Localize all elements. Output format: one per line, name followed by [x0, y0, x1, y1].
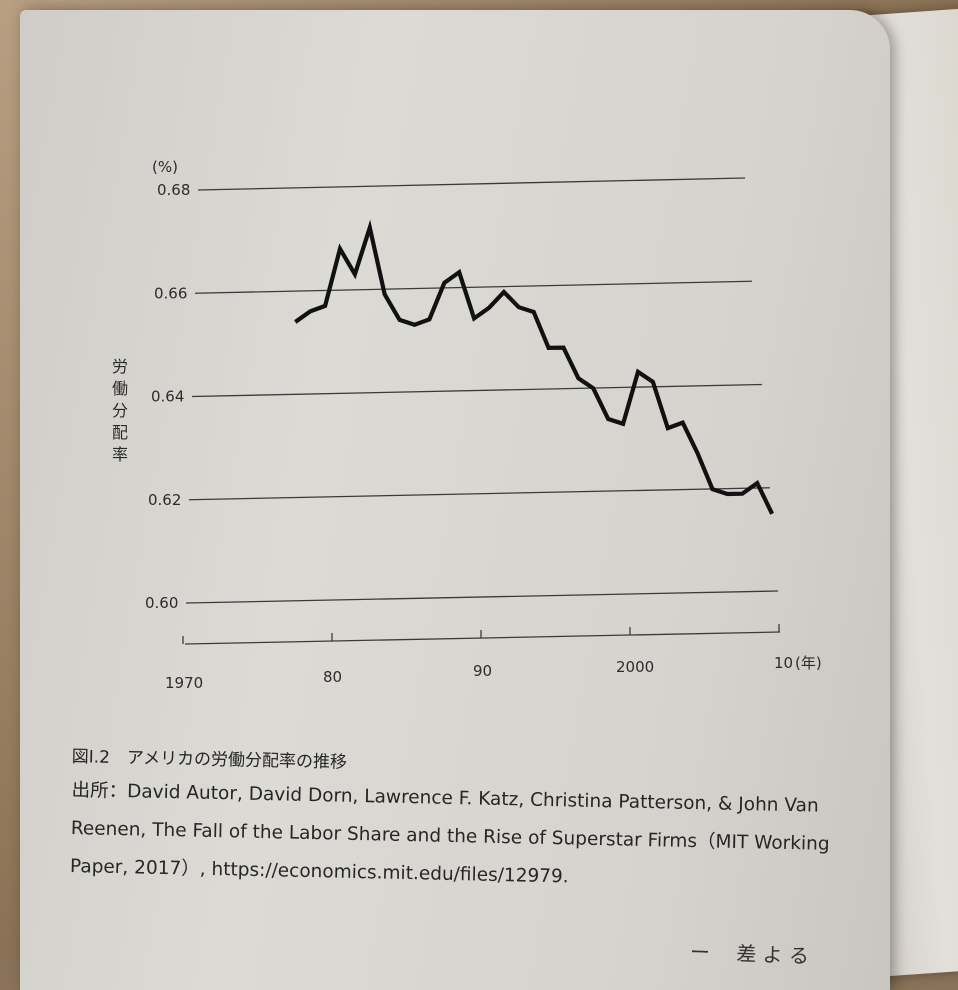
y-tick-labels: 0.68 0.66 0.64 0.62 0.60: [145, 181, 190, 612]
figure-source: 出所：David Autor, David Dorn, Lawrence F. …: [70, 772, 872, 903]
x-tick-label: 10: [774, 654, 793, 672]
gridline: [194, 280, 753, 294]
gridline: [188, 487, 771, 501]
gridline: [197, 177, 746, 191]
series-lines: [294, 219, 774, 515]
x-axis: [182, 624, 781, 645]
y-tick-label: 0.60: [145, 594, 178, 612]
y-tick-label: 0.64: [151, 388, 184, 406]
x-tick-labels: 1970 80 90 2000 10: [165, 654, 793, 692]
labor-share-chart: 0.680.660.640.620.60 1970 80 90 2000 10 (%) …: [112, 158, 822, 692]
y-axis-label-char: 率: [112, 445, 128, 464]
x-axis-line: [184, 631, 781, 645]
y-axis-label-char: 労: [112, 357, 128, 376]
y-tick-label: 0.66: [154, 284, 187, 302]
gridline: [185, 590, 779, 604]
y-tick-label: 0.68: [157, 181, 190, 199]
gridlines: [185, 177, 779, 604]
x-tick-label: 80: [323, 668, 342, 686]
y-axis-label: 労働分配率: [112, 357, 128, 464]
series-line: [294, 219, 774, 515]
next-text-fragment: ー 差 よ る: [689, 939, 810, 969]
x-tick-label: 1970: [165, 674, 203, 692]
y-axis-label-char: 働: [112, 379, 128, 398]
x-tick-label: 2000: [616, 658, 654, 676]
gridline: [191, 383, 763, 398]
y-unit-label: (%): [152, 158, 178, 176]
y-tick-label: 0.62: [148, 491, 181, 509]
x-tick-label: 90: [473, 662, 492, 680]
y-axis-label-char: 配: [112, 423, 128, 442]
y-axis-label-char: 分: [112, 401, 128, 420]
book-page: [20, 10, 890, 990]
x-unit-label: (年): [795, 654, 822, 672]
